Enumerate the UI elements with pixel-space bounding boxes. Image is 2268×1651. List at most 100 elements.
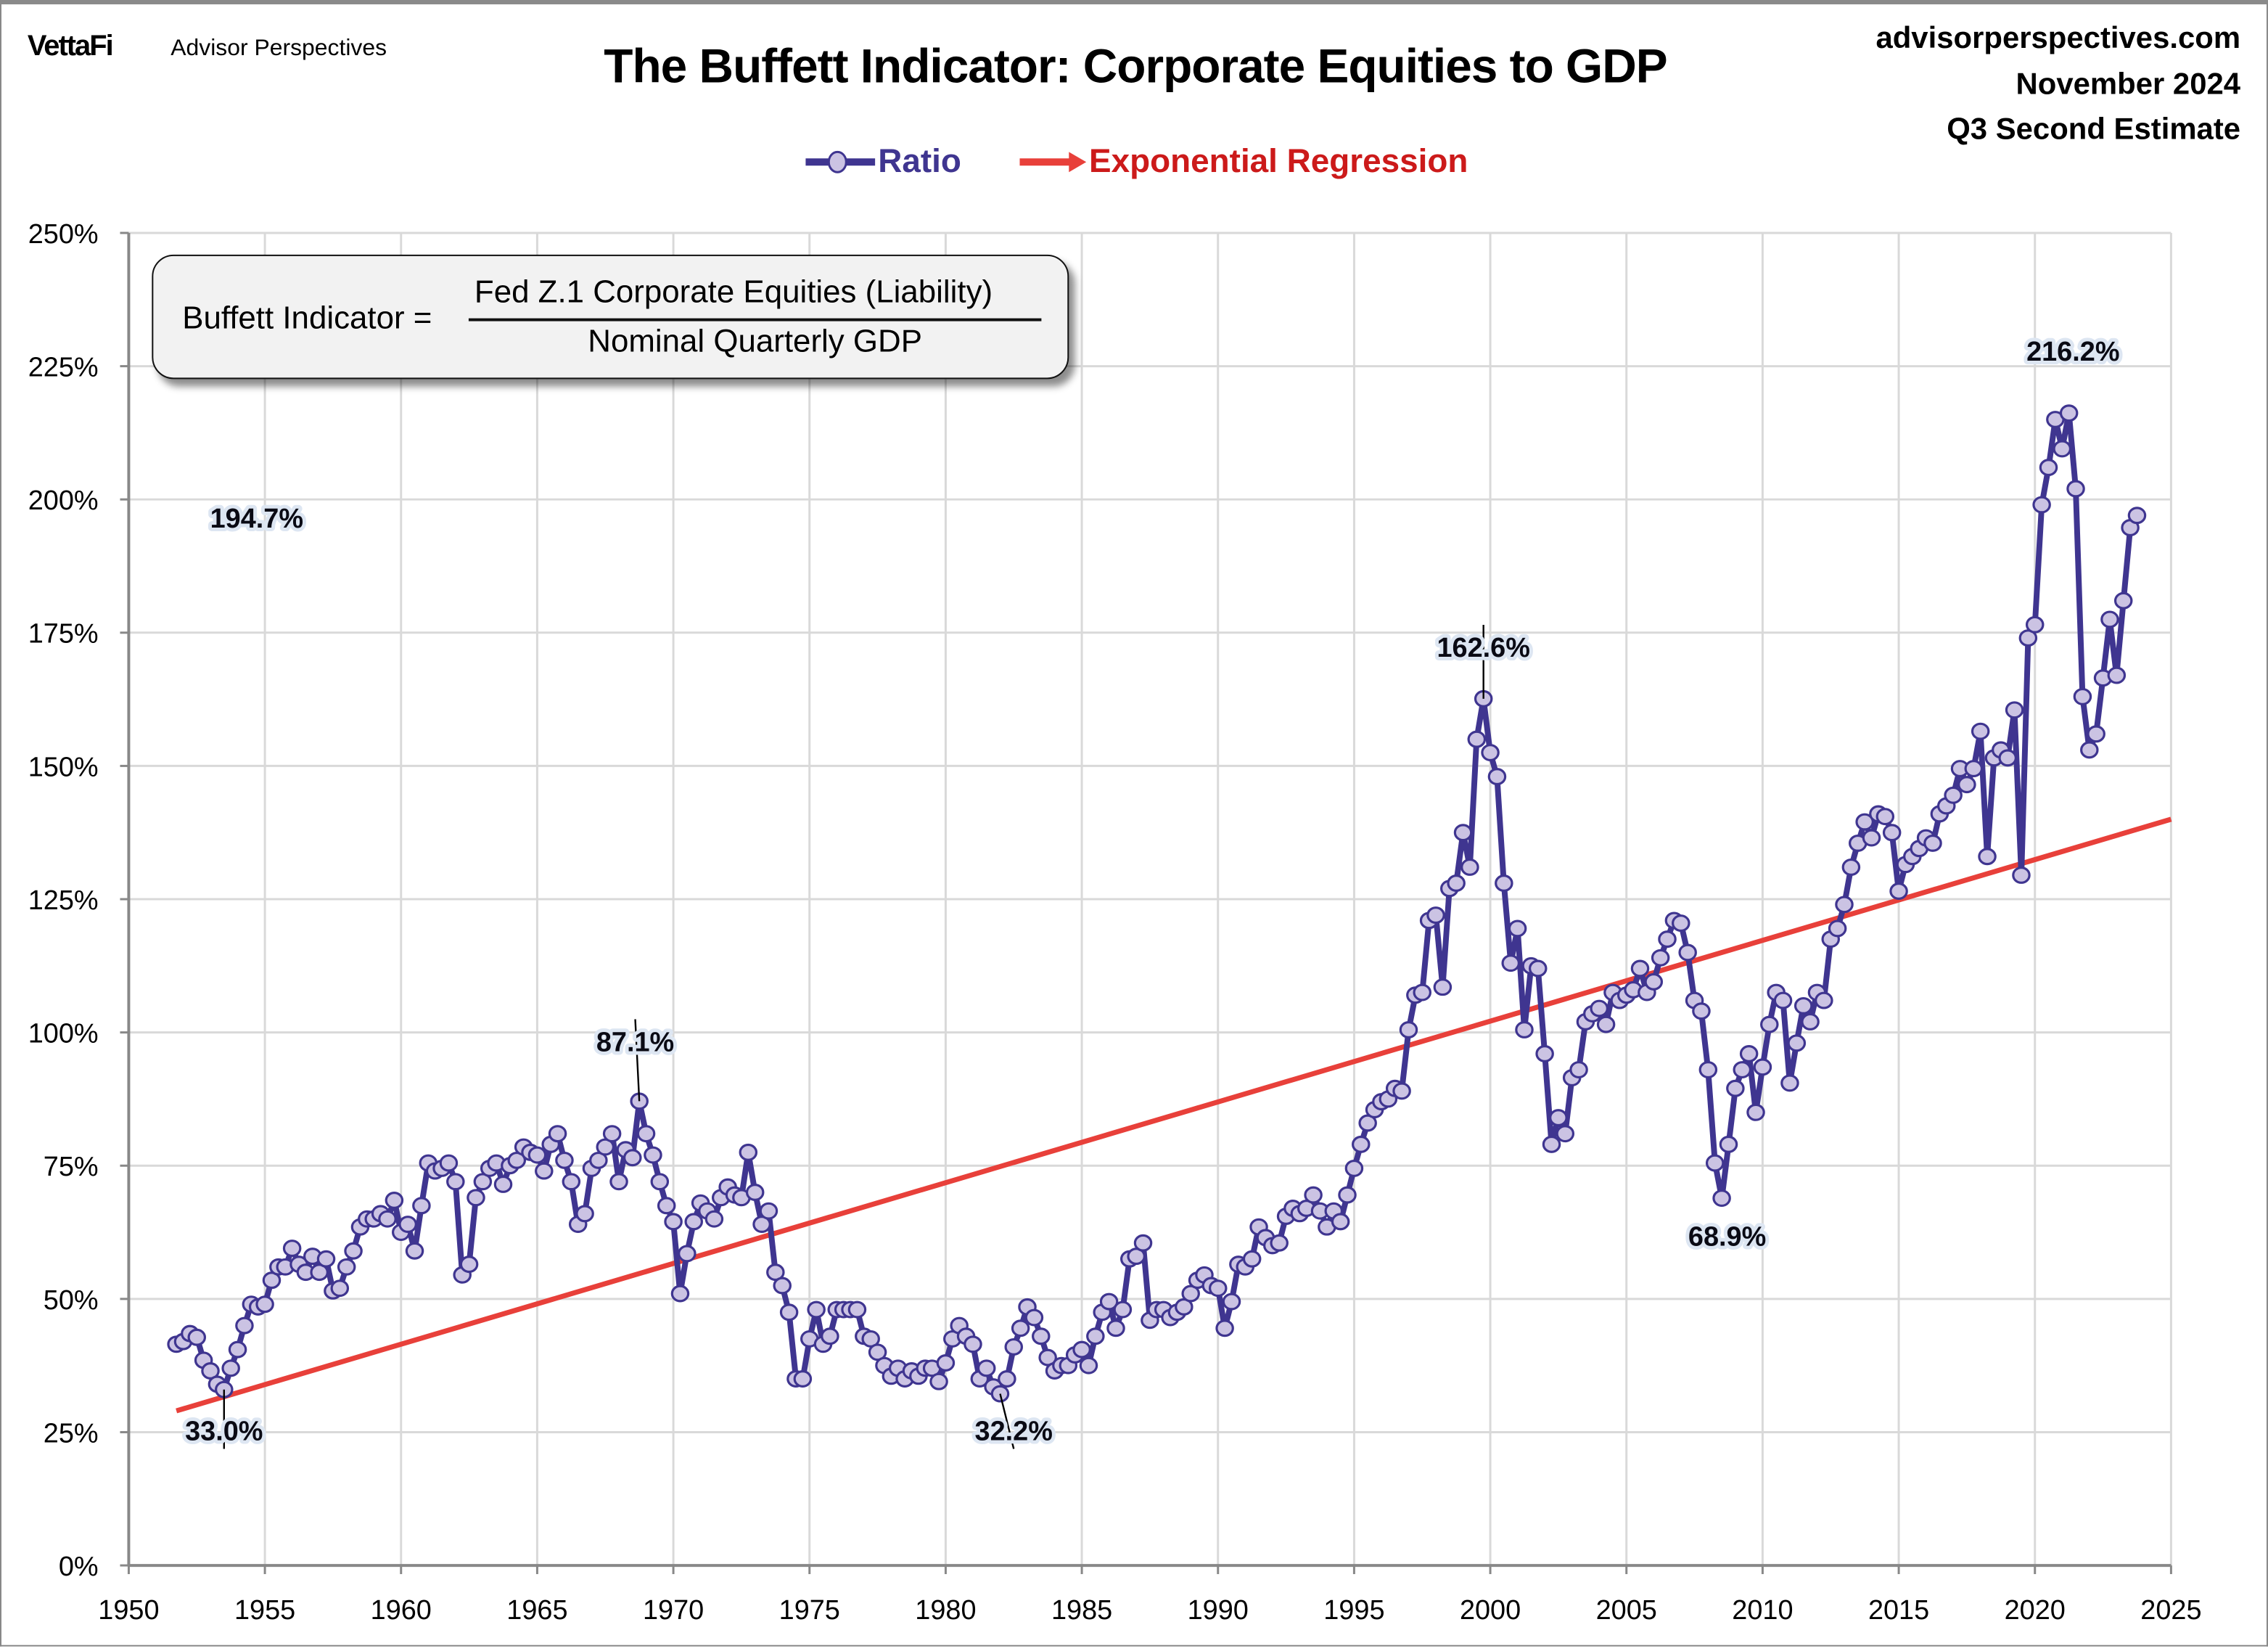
publish-date: November 2024 [2016, 67, 2241, 102]
ratio-data-point [1433, 978, 1453, 996]
ratio-data-point [1079, 1356, 1098, 1375]
ratio-data-point [1651, 949, 1670, 967]
ratio-data-point [929, 1372, 948, 1390]
ratio-data-point [1242, 1250, 1262, 1268]
y-tick-label: 75% [44, 1152, 99, 1182]
ratio-data-point [1399, 1020, 1418, 1038]
ratio-data-point [1746, 1103, 1765, 1121]
ratio-data-point [1753, 1058, 1772, 1076]
ratio-data-point [1413, 983, 1431, 1001]
ratio-data-point [1712, 1189, 1731, 1208]
ratio-data-point [1678, 943, 1697, 962]
ratio-data-point [821, 1327, 839, 1345]
ratio-data-point [1773, 991, 1793, 1009]
x-tick-label: 2020 [2005, 1595, 2066, 1626]
ratio-data-point [1815, 991, 1833, 1009]
ratio-data-point [527, 1146, 547, 1164]
ratio-data-point [1099, 1292, 1119, 1311]
ratio-data-point [2087, 725, 2105, 743]
ratio-data-point [1481, 744, 1500, 762]
ratio-data-point [1882, 824, 1902, 842]
ratio-data-point [459, 1255, 479, 1274]
ratio-data-point [1672, 914, 1690, 933]
ratio-data-point [1719, 1135, 1738, 1153]
x-tick-label: 1955 [234, 1595, 295, 1626]
ratio-data-point [412, 1197, 431, 1215]
annotation-label: 68.9% [1688, 1221, 1766, 1252]
ratio-data-point [623, 1149, 642, 1167]
ratio-data-point [1855, 813, 1874, 831]
ratio-data-point [187, 1328, 207, 1346]
ratio-data-point [704, 1210, 724, 1228]
ratio-data-point [745, 1184, 765, 1201]
ratio-data-point [467, 1189, 485, 1207]
ratio-data-point [228, 1340, 247, 1359]
ratio-data-point [2127, 507, 2147, 525]
x-tick-label: 2015 [1868, 1595, 1929, 1626]
ratio-data-point [609, 1173, 628, 1191]
ratio-data-point [1352, 1135, 1371, 1153]
ratio-data-point [1072, 1340, 1091, 1359]
ratio-data-point [1801, 1012, 1820, 1031]
ratio-data-point [793, 1370, 813, 1388]
y-tick-label: 250% [28, 219, 99, 250]
ratio-data-point [1304, 1186, 1323, 1204]
x-tick-label: 2000 [1460, 1595, 1521, 1626]
formula-numerator: Fed Z.1 Corporate Equities (Liability) [474, 273, 993, 310]
ratio-data-point [548, 1125, 567, 1143]
y-tick-label: 0% [59, 1552, 99, 1582]
x-tick-label: 2010 [1732, 1595, 1793, 1626]
ratio-data-point [1106, 1319, 1125, 1337]
annotation-label: 162.6% [1437, 633, 1529, 663]
ratio-data-point [807, 1300, 826, 1319]
x-tick-label: 1965 [506, 1595, 567, 1626]
ratio-data-point [1549, 1109, 1568, 1127]
ratio-data-point [2053, 440, 2072, 458]
ratio-data-point [1726, 1079, 1745, 1097]
fraction-bar [468, 318, 1042, 321]
ratio-data-point [2073, 687, 2092, 705]
ratio-data-point [1011, 1319, 1030, 1337]
annotation-label: 194.7% [210, 504, 303, 534]
ratio-data-point [1841, 858, 1861, 876]
ratio-data-point [739, 1143, 758, 1161]
ratio-data-point [555, 1151, 574, 1169]
ratio-data-point [330, 1279, 350, 1298]
legend-label-regression: Exponential Regression [1089, 142, 1468, 180]
y-tick-label: 25% [44, 1418, 99, 1449]
y-tick-label: 50% [44, 1285, 99, 1316]
ratio-series [167, 404, 2147, 1403]
y-tick-label: 225% [28, 353, 99, 383]
ratio-data-point [1705, 1154, 1725, 1172]
legend-label-ratio: Ratio [878, 142, 961, 180]
ratio-data-point [1944, 786, 1963, 804]
ratio-data-point [1794, 996, 1813, 1015]
ratio-data-point [1535, 1045, 1554, 1062]
ratio-data-point [1964, 760, 1984, 778]
ratio-data-point [2012, 867, 2031, 884]
ratio-data-point [773, 1277, 792, 1295]
x-tick-label: 1990 [1188, 1595, 1249, 1626]
ratio-data-point [936, 1354, 956, 1372]
ratio-data-point [344, 1242, 363, 1260]
ratio-data-point [1344, 1159, 1364, 1177]
ratio-data-point [1338, 1186, 1357, 1204]
ratio-data-point [636, 1125, 656, 1143]
ratio-data-point [1133, 1234, 1153, 1252]
ratio-data-point [1828, 919, 1847, 938]
x-tick-label: 2005 [1596, 1595, 1657, 1626]
y-tick-label: 200% [28, 486, 99, 516]
ratio-data-point [439, 1154, 459, 1172]
ratio-data-point [1733, 1061, 1752, 1079]
y-tick-label: 125% [28, 885, 99, 916]
ratio-data-point [1032, 1327, 1051, 1345]
ratio-data-point [1542, 1135, 1561, 1153]
ratio-data-point [1460, 858, 1479, 876]
ratio-data-point [1692, 1002, 1711, 1020]
x-tick-label: 1950 [98, 1595, 159, 1626]
chart-title-text: The Buffett Indicator: Corporate Equitie… [604, 38, 1667, 93]
ratio-data-point [684, 1213, 703, 1231]
ratio-data-point [1644, 972, 1664, 991]
ratio-data-point [1467, 730, 1487, 748]
ratio-data-point [282, 1240, 302, 1258]
